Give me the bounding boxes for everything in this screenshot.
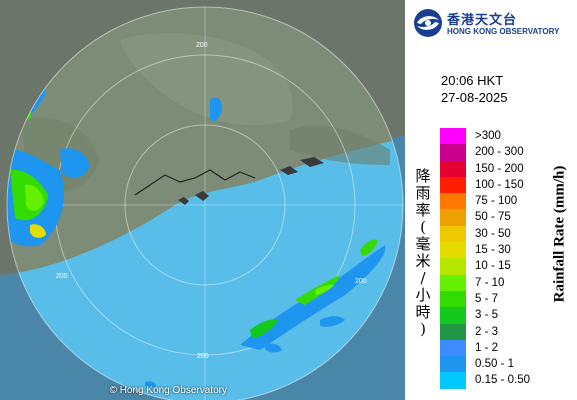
logo-english-name: HONG KONG OBSERVATORY: [447, 27, 560, 36]
legend-label: 7 - 10: [475, 276, 505, 289]
legend-label: 15 - 30: [475, 244, 511, 257]
range-label-east: 200: [355, 278, 367, 285]
legend-color-bar: [440, 128, 466, 389]
legend-label: 75 - 100: [475, 195, 518, 208]
legend-swatch: [440, 193, 466, 210]
range-label-west: 200: [56, 273, 68, 280]
legend-label: 30 - 50: [475, 227, 511, 240]
observation-date: 27-08-2025: [441, 90, 508, 105]
hko-emblem-icon: [414, 9, 442, 37]
legend-swatch: [440, 339, 466, 357]
legend-swatch: [440, 225, 466, 243]
legend-swatch: [440, 323, 466, 340]
legend-swatch: [440, 372, 466, 389]
hko-logo[interactable]: 香港天文台 HONG KONG OBSERVATORY: [413, 6, 573, 40]
range-label-south: 200: [197, 353, 209, 360]
legend-labels: >300 200 - 300 150 - 200 100 - 150 75 - 100 5…: [475, 128, 555, 389]
legend-swatch: [440, 176, 466, 194]
legend-swatch: [440, 356, 466, 373]
legend-swatch: [440, 258, 466, 275]
legend-label: 200 - 300: [475, 146, 524, 159]
logo-chinese-name: 香港天文台: [447, 13, 518, 28]
legend-swatch: [440, 274, 466, 291]
legend-label: 100 - 150: [475, 178, 524, 191]
legend-swatch: [440, 128, 466, 145]
legend-swatch: [440, 242, 466, 259]
legend-label: 3 - 5: [475, 309, 499, 322]
observation-time: 20:06 HKT: [441, 73, 504, 88]
legend-title-english-wrapper: Rainfall Rate (mm/h): [547, 128, 573, 340]
radar-map-svg: 200 200 200 200: [0, 0, 405, 400]
legend-label: 1 - 2: [475, 341, 499, 354]
legend-swatch: [440, 144, 466, 161]
radar-coverage: [7, 7, 403, 400]
legend-title-english: Rainfall Rate (mm/h): [551, 165, 568, 303]
legend-panel: 香港天文台 HONG KONG OBSERVATORY 20:06 HKT 27…: [405, 0, 577, 400]
legend-label: 2 - 3: [475, 325, 499, 338]
legend-swatch: [440, 307, 466, 324]
legend-label: 5 - 7: [475, 292, 499, 305]
copyright-notice: © Hong Kong Observatory: [109, 385, 227, 396]
range-label-north: 200: [196, 42, 208, 49]
legend-swatch: [440, 160, 466, 177]
legend-swatch: [440, 290, 466, 308]
legend-label: 0.15 - 0.50: [475, 374, 530, 387]
legend-swatch: [440, 209, 466, 226]
radar-map[interactable]: 200 200 200 200 © Hong Kong Observatory: [0, 0, 405, 400]
legend-title-chinese: 降雨率(毫米 / 小時): [415, 167, 431, 338]
legend-label: 150 - 200: [475, 162, 524, 175]
legend-label: 0.50 - 1: [475, 358, 514, 371]
legend-label: 10 - 15: [475, 260, 511, 273]
legend-label: >300: [475, 130, 501, 142]
legend-label: 50 - 75: [475, 211, 511, 224]
